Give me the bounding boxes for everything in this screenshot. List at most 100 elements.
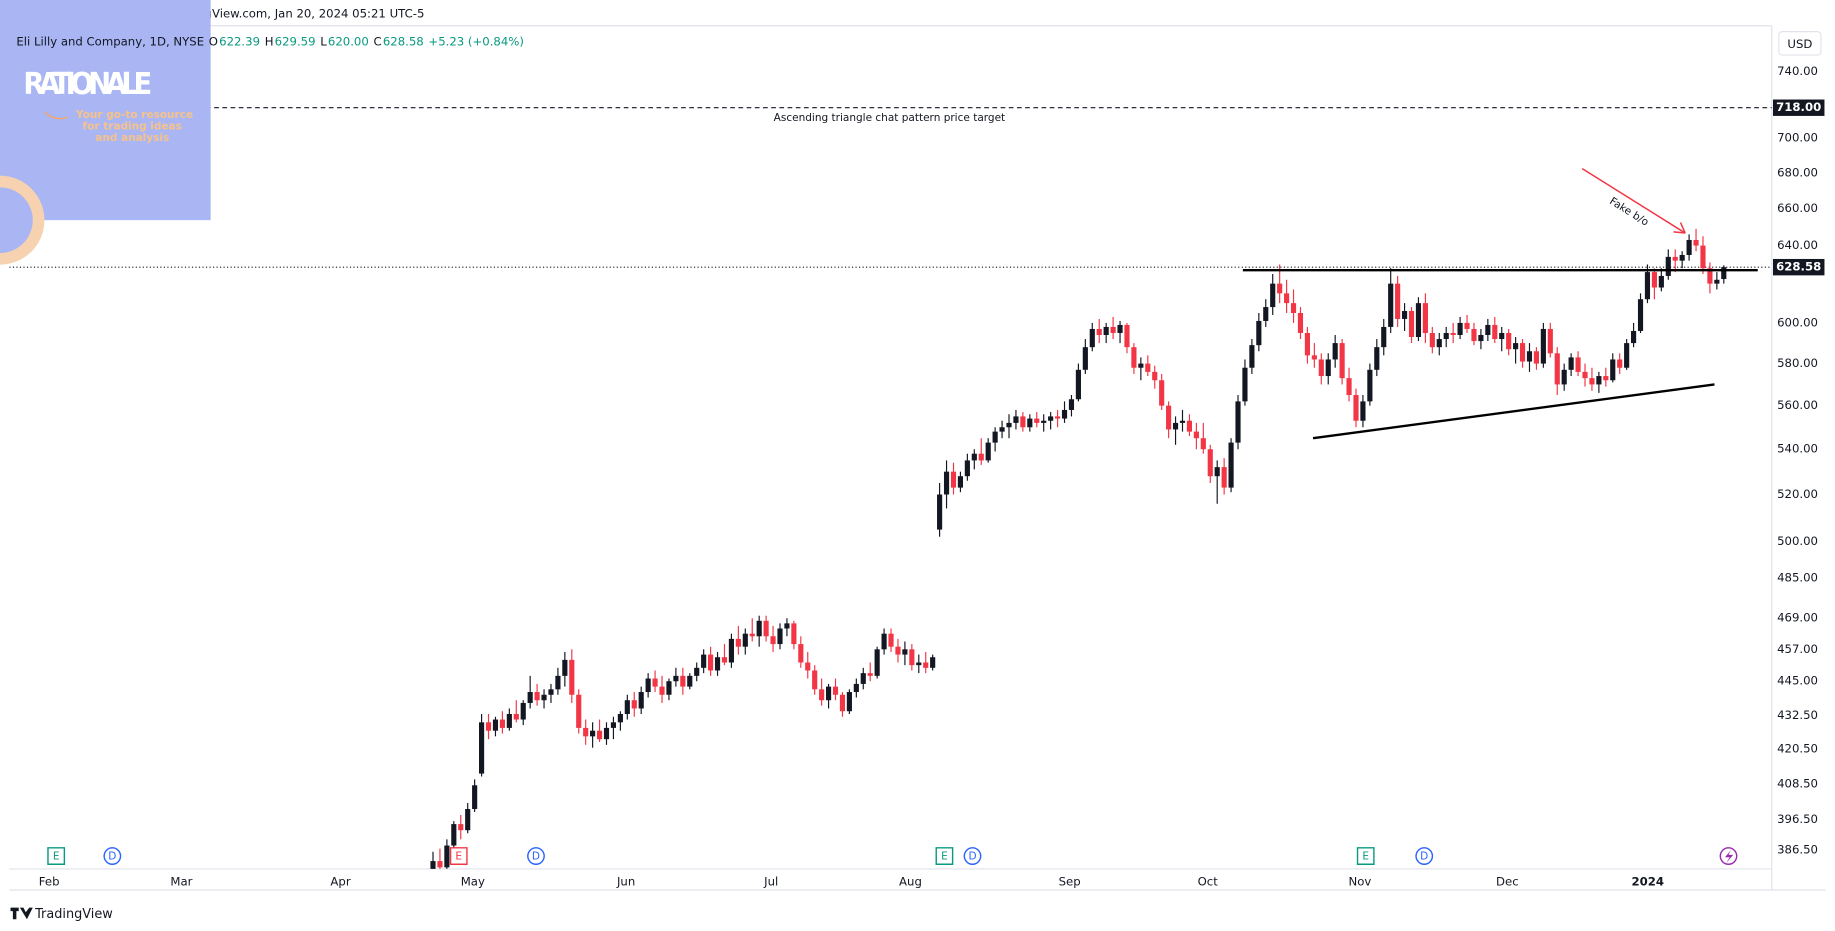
candle-body bbox=[784, 623, 790, 629]
candle-body bbox=[1644, 272, 1651, 300]
candle-body bbox=[1242, 367, 1248, 402]
candle-body bbox=[812, 670, 818, 690]
candle-body bbox=[1589, 378, 1595, 385]
candle-body bbox=[1221, 467, 1227, 488]
candle-body bbox=[1131, 347, 1137, 368]
logo-swoosh bbox=[44, 111, 69, 120]
y-tick-label: 420.50 bbox=[1777, 742, 1818, 756]
candle-body bbox=[430, 861, 436, 869]
candle-body bbox=[1485, 324, 1491, 335]
candle-body bbox=[631, 700, 637, 709]
x-tick-label: Aug bbox=[899, 874, 922, 888]
candle-body bbox=[506, 713, 512, 728]
x-tick-label: Oct bbox=[1198, 874, 1219, 888]
candle-body bbox=[479, 722, 485, 774]
footer: TradingView bbox=[10, 907, 113, 922]
candle-body bbox=[923, 662, 929, 668]
y-tick-label: 445.00 bbox=[1777, 674, 1818, 688]
candle-body bbox=[1436, 339, 1442, 348]
x-tick-label: Sep bbox=[1059, 874, 1081, 888]
candle-body bbox=[777, 628, 783, 645]
event-label: E bbox=[1362, 851, 1369, 863]
candle-body bbox=[652, 678, 658, 687]
candle-body bbox=[1277, 283, 1283, 294]
candle-body bbox=[728, 638, 734, 663]
plot bbox=[9, 107, 1772, 869]
candle-body bbox=[444, 845, 450, 868]
candle-body bbox=[763, 620, 769, 637]
candle-body bbox=[666, 681, 672, 695]
event-label: D bbox=[968, 851, 976, 863]
candle-body bbox=[1166, 405, 1172, 430]
candle-body bbox=[1658, 275, 1664, 288]
candle-body bbox=[513, 713, 519, 720]
candle-body bbox=[555, 675, 561, 690]
candle-body bbox=[1554, 353, 1560, 385]
candle-body bbox=[943, 471, 950, 495]
candle-body bbox=[1061, 409, 1068, 419]
y-tick-label: 408.50 bbox=[1777, 776, 1818, 790]
y-tick-label: 500.00 bbox=[1777, 534, 1818, 548]
candle-body bbox=[1103, 326, 1109, 335]
legend-text: 622.39 bbox=[219, 35, 260, 49]
candle-body bbox=[742, 633, 748, 647]
candle-body bbox=[1027, 418, 1033, 428]
candle-body bbox=[874, 649, 880, 676]
candle-body bbox=[1686, 239, 1692, 255]
candle-body bbox=[1721, 267, 1727, 280]
arrow-head bbox=[1673, 222, 1686, 234]
candle-body bbox=[1200, 438, 1206, 450]
x-tick-label: May bbox=[461, 874, 485, 888]
candle-body bbox=[1117, 324, 1123, 333]
logo: RATIONALE Your go-to resource for tradin… bbox=[0, 0, 211, 265]
candle-body bbox=[1610, 359, 1616, 381]
candle-body bbox=[881, 633, 887, 650]
price-label: 628.58 bbox=[1776, 260, 1821, 274]
candle-body bbox=[1089, 328, 1095, 348]
candle-body bbox=[1152, 371, 1158, 381]
x-tick-label: Jul bbox=[763, 874, 778, 888]
candle-body bbox=[1145, 363, 1151, 372]
price-label-box bbox=[1772, 99, 1825, 116]
candle-body bbox=[957, 476, 964, 488]
candle-body bbox=[1464, 322, 1470, 329]
annotation-text: Ascending triangle chat pattern price ta… bbox=[774, 112, 1006, 124]
candle-body bbox=[832, 686, 839, 695]
candle-body bbox=[978, 453, 984, 461]
candle-body bbox=[708, 654, 714, 671]
candle-body bbox=[1422, 303, 1428, 333]
event-label: D bbox=[1420, 851, 1428, 863]
candle-body bbox=[485, 722, 492, 731]
candle-body bbox=[1048, 416, 1054, 421]
candle-body bbox=[1318, 359, 1324, 377]
candle-body bbox=[971, 453, 977, 461]
candle-body bbox=[603, 727, 610, 740]
candle-body bbox=[1186, 420, 1193, 432]
candle-body bbox=[1034, 418, 1040, 423]
logo-circle-inner bbox=[0, 187, 33, 253]
event-label: E bbox=[941, 851, 948, 863]
y-tick-label: 680.00 bbox=[1777, 165, 1818, 179]
candle-body bbox=[1346, 378, 1352, 396]
x-tick-label: Feb bbox=[39, 874, 60, 888]
currency-box[interactable] bbox=[1778, 31, 1822, 56]
candle-body bbox=[1533, 351, 1540, 364]
x-tick-label: 2024 bbox=[1631, 874, 1664, 888]
candle-body bbox=[1401, 311, 1408, 319]
candle-body bbox=[846, 692, 852, 712]
candle-body bbox=[714, 657, 721, 671]
candle-body bbox=[673, 675, 679, 682]
candle-body bbox=[610, 722, 617, 728]
candle-body bbox=[562, 659, 568, 676]
candle-body bbox=[1041, 420, 1047, 423]
candle-body bbox=[1228, 442, 1234, 488]
y-tick-label: 432.50 bbox=[1777, 708, 1818, 722]
legend-text: L bbox=[320, 35, 327, 49]
event-icon bbox=[103, 847, 122, 865]
candle-body bbox=[687, 675, 693, 687]
candle-body bbox=[1519, 343, 1526, 362]
candle-body bbox=[1492, 324, 1498, 340]
logo-tagline: for trading ideas bbox=[83, 120, 182, 132]
candle-body bbox=[930, 657, 936, 668]
